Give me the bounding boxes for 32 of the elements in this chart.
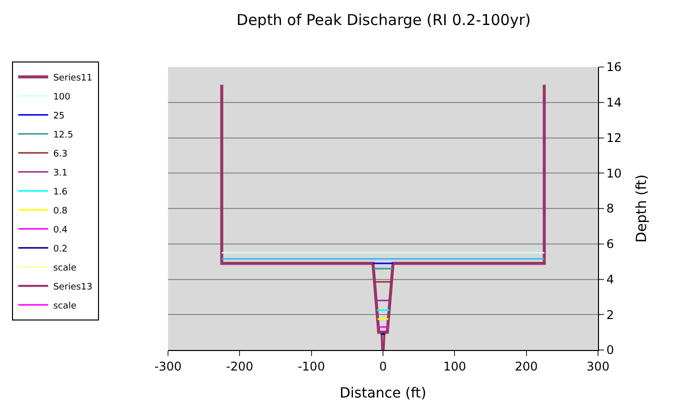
legend-label: 0.2 xyxy=(53,244,68,254)
y-tick-label: 6 xyxy=(606,237,614,252)
legend-label: Series13 xyxy=(53,282,92,292)
legend-label: scale xyxy=(53,263,77,274)
x-tick-label: -100 xyxy=(298,359,325,374)
legend-label: 3.1 xyxy=(53,168,68,178)
legend-label: scale xyxy=(53,301,77,312)
x-axis-title: Distance (ft) xyxy=(340,386,426,402)
y-tick-label: 2 xyxy=(606,308,614,322)
x-tick-label: 0 xyxy=(379,359,387,374)
legend-label: 12.5 xyxy=(53,130,74,140)
x-tick-label: -200 xyxy=(226,359,254,374)
x-tick-label: 100 xyxy=(443,359,466,374)
y-tick-label: 8 xyxy=(606,202,614,216)
x-tick-label: 200 xyxy=(514,359,538,374)
y-tick-label: 14 xyxy=(606,96,622,110)
y-tick-label: 4 xyxy=(606,272,614,286)
y-tick-label: 12 xyxy=(606,130,622,145)
legend-label: 1.6 xyxy=(53,187,68,198)
legend-label: 6.3 xyxy=(53,149,68,160)
legend-label: 100 xyxy=(53,92,71,102)
y-tick-label: 16 xyxy=(606,60,622,74)
chart-title: Depth of Peak Discharge (RI 0.2-100yr) xyxy=(236,11,531,30)
x-tick-label: -300 xyxy=(154,359,182,374)
y-tick-label: 10 xyxy=(606,166,622,180)
x-tick-label: 300 xyxy=(586,359,610,374)
legend-label: 25 xyxy=(53,111,65,122)
y-axis-title: Depth (ft) xyxy=(634,174,650,243)
y-tick-label: 0 xyxy=(606,343,614,358)
legend-label: 0.4 xyxy=(53,225,68,236)
legend-label: 0.8 xyxy=(53,206,68,216)
legend-label: Series11 xyxy=(53,73,92,84)
